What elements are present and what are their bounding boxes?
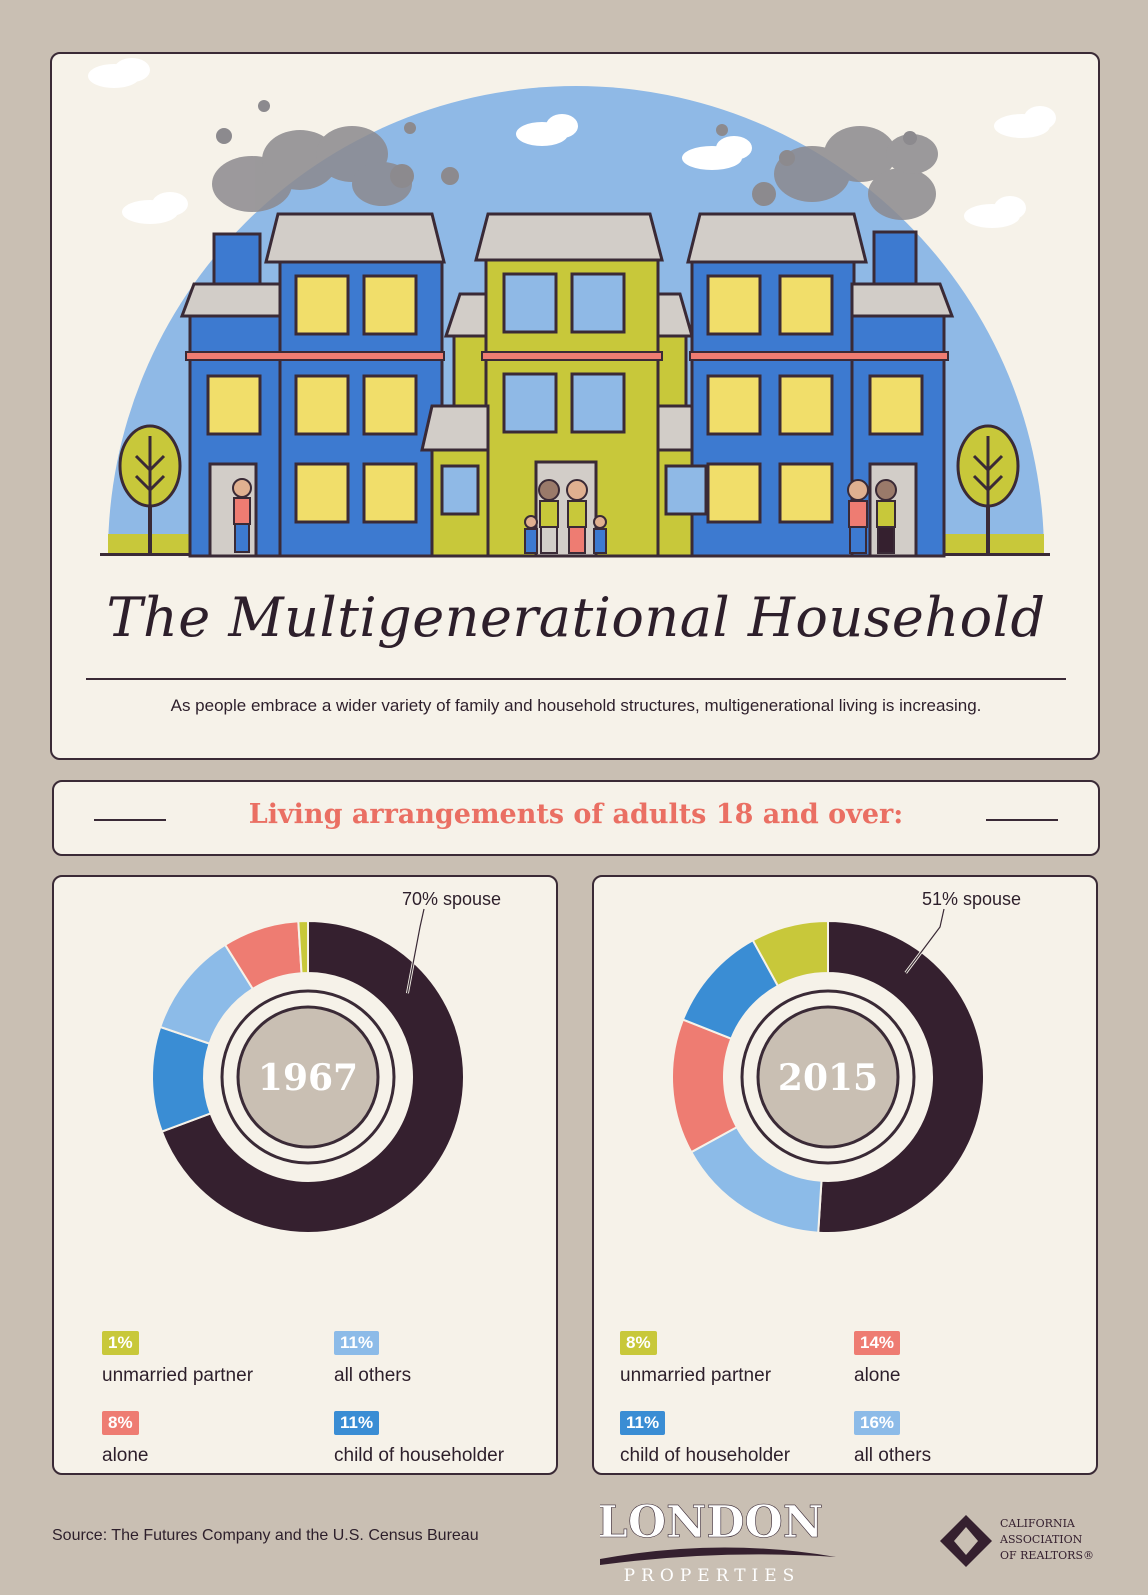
year-badge <box>756 1005 900 1149</box>
hero-card: The Multigenerational Household As peopl… <box>50 52 1100 760</box>
legend-label: child of householder <box>620 1445 791 1466</box>
car-line: CALIFORNIA <box>1000 1517 1076 1530</box>
callout-label: 70% spouse <box>402 889 501 909</box>
callout-line-inner <box>905 908 945 974</box>
chart-panel-1967: 1967 70% spouse 1% unmarried partner 11% … <box>52 875 558 1475</box>
legend-item: 11% child of householder <box>620 1411 790 1467</box>
legend-item: 1% unmarried partner <box>102 1331 253 1387</box>
car-line: ASSOCIATION <box>999 1533 1083 1546</box>
donut-slice-unmarried-partner <box>297 919 309 975</box>
legend-badge: 8% <box>620 1331 657 1355</box>
year-badge <box>236 1005 380 1149</box>
legend-badge: 11% <box>334 1411 380 1435</box>
legend-label: alone <box>854 1365 901 1386</box>
donut-chart-2015: 2015 51% spouse <box>671 889 1021 1234</box>
legend-item: 8% alone <box>102 1411 149 1467</box>
chart-panel-2015: 2015 51% spouse 8% unmarried partner 14% … <box>592 875 1098 1475</box>
donut-slice-spouse <box>160 919 465 1234</box>
legend-badge: 8% <box>102 1411 139 1435</box>
title-divider <box>86 678 1066 680</box>
donut-slice-spouse <box>817 919 986 1234</box>
callout-line-inner <box>406 908 425 994</box>
intro-text: As people embrace a wider variety of fam… <box>170 696 982 715</box>
donut-slice-child-of-householder <box>151 1025 212 1133</box>
page-title: The Multigenerational Household <box>106 586 1046 649</box>
logo-london-name: LONDON <box>600 1497 823 1548</box>
legend-badge: 14% <box>854 1331 901 1355</box>
london-properties-logo: LONDON PROPERTIES <box>600 1497 836 1585</box>
donut-chart-1967: 1967 70% spouse <box>151 889 501 1234</box>
inner-ring <box>740 989 916 1165</box>
legend-label: unmarried partner <box>102 1365 254 1386</box>
callout-label: 51% spouse <box>922 889 1021 909</box>
legend-item: 11% all others <box>334 1331 411 1387</box>
legend-badge: 11% <box>620 1411 666 1435</box>
legend-item: 14% alone <box>854 1331 901 1387</box>
banner-rule-left <box>94 819 166 821</box>
car-logo: CALIFORNIA ASSOCIATION OF REALTORS® <box>940 1515 1094 1567</box>
car-line: OF REALTORS® <box>1000 1549 1094 1562</box>
donut-slice-unmarried-partner <box>751 919 829 988</box>
source-note: Source: The Futures Company and the U.S.… <box>52 1527 479 1544</box>
legend-label: all others <box>334 1365 412 1386</box>
legend-badge: 16% <box>854 1411 901 1435</box>
legend-badge: 11% <box>334 1331 380 1355</box>
legend-label: alone <box>102 1445 149 1466</box>
legend-label: all others <box>854 1445 932 1466</box>
logo-london-sub: PROPERTIES <box>624 1566 801 1585</box>
legend-item: 16% all others <box>854 1411 931 1467</box>
section-title: Living arrangements of adults 18 and ove… <box>248 799 904 830</box>
center-year-label: 1967 <box>258 1057 358 1099</box>
legend-label: child of householder <box>334 1445 505 1466</box>
inner-ring <box>220 989 396 1165</box>
legend-item: 8% unmarried partner <box>620 1331 771 1387</box>
houses-illustration <box>88 58 1056 558</box>
banner-rule-right <box>986 819 1058 821</box>
center-year-label: 2015 <box>778 1057 878 1099</box>
legend-badge: 1% <box>102 1331 139 1355</box>
section-banner: Living arrangements of adults 18 and ove… <box>52 780 1100 856</box>
legend-label: unmarried partner <box>620 1365 772 1386</box>
legend-item: 11% child of householder <box>334 1411 504 1467</box>
